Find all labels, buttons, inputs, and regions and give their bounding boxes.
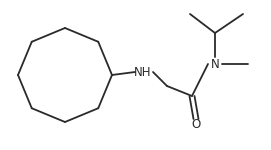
Text: N: N — [211, 57, 220, 70]
Text: NH: NH — [134, 66, 152, 78]
Text: O: O — [191, 118, 201, 132]
